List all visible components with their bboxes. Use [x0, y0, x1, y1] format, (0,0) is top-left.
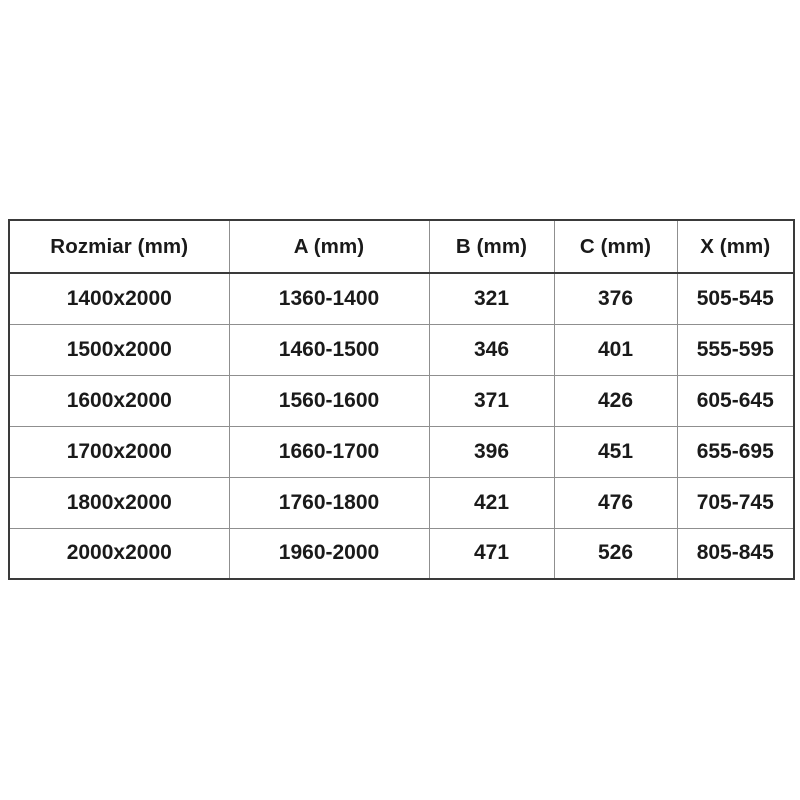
cell-b: 471 [428, 527, 555, 579]
cell-b: 321 [428, 272, 555, 325]
cell-b: 371 [428, 374, 555, 427]
column-header-c: C (mm) [553, 220, 678, 274]
cell-c: 401 [553, 323, 678, 376]
column-header-a: A (mm) [228, 220, 430, 274]
cell-a: 1660-1700 [228, 425, 430, 478]
cell-x: 805-845 [676, 527, 794, 579]
cell-b: 421 [428, 476, 555, 529]
column-header-b: B (mm) [428, 220, 555, 274]
table-row: 1600x2000 1560-1600 371 426 605-645 [9, 374, 794, 427]
cell-size: 2000x2000 [9, 527, 230, 579]
table-row: 1800x2000 1760-1800 421 476 705-745 [9, 476, 794, 529]
cell-size: 1800x2000 [9, 476, 230, 529]
cell-c: 376 [553, 272, 678, 325]
cell-a: 1460-1500 [228, 323, 430, 376]
table-row: 1400x2000 1360-1400 321 376 505-545 [9, 272, 794, 325]
cell-x: 505-545 [676, 272, 794, 325]
specification-table: Rozmiar (mm) A (mm) B (mm) C (mm) X (mm)… [8, 219, 795, 580]
cell-a: 1960-2000 [228, 527, 430, 579]
table-header-row: Rozmiar (mm) A (mm) B (mm) C (mm) X (mm) [9, 220, 794, 274]
cell-c: 526 [553, 527, 678, 579]
table-row: 1500x2000 1460-1500 346 401 555-595 [9, 323, 794, 376]
cell-a: 1560-1600 [228, 374, 430, 427]
cell-x: 705-745 [676, 476, 794, 529]
column-header-size: Rozmiar (mm) [9, 220, 230, 274]
cell-size: 1600x2000 [9, 374, 230, 427]
cell-b: 396 [428, 425, 555, 478]
specification-table-container: Rozmiar (mm) A (mm) B (mm) C (mm) X (mm)… [8, 219, 795, 580]
table-row: 1700x2000 1660-1700 396 451 655-695 [9, 425, 794, 478]
cell-x: 605-645 [676, 374, 794, 427]
cell-a: 1360-1400 [228, 272, 430, 325]
column-header-x: X (mm) [676, 220, 794, 274]
cell-size: 1400x2000 [9, 272, 230, 325]
table-body: 1400x2000 1360-1400 321 376 505-545 1500… [9, 272, 794, 579]
table-header: Rozmiar (mm) A (mm) B (mm) C (mm) X (mm) [9, 220, 794, 274]
cell-size: 1500x2000 [9, 323, 230, 376]
cell-c: 426 [553, 374, 678, 427]
cell-a: 1760-1800 [228, 476, 430, 529]
cell-c: 451 [553, 425, 678, 478]
cell-c: 476 [553, 476, 678, 529]
cell-size: 1700x2000 [9, 425, 230, 478]
cell-x: 555-595 [676, 323, 794, 376]
table-row: 2000x2000 1960-2000 471 526 805-845 [9, 527, 794, 579]
cell-b: 346 [428, 323, 555, 376]
cell-x: 655-695 [676, 425, 794, 478]
